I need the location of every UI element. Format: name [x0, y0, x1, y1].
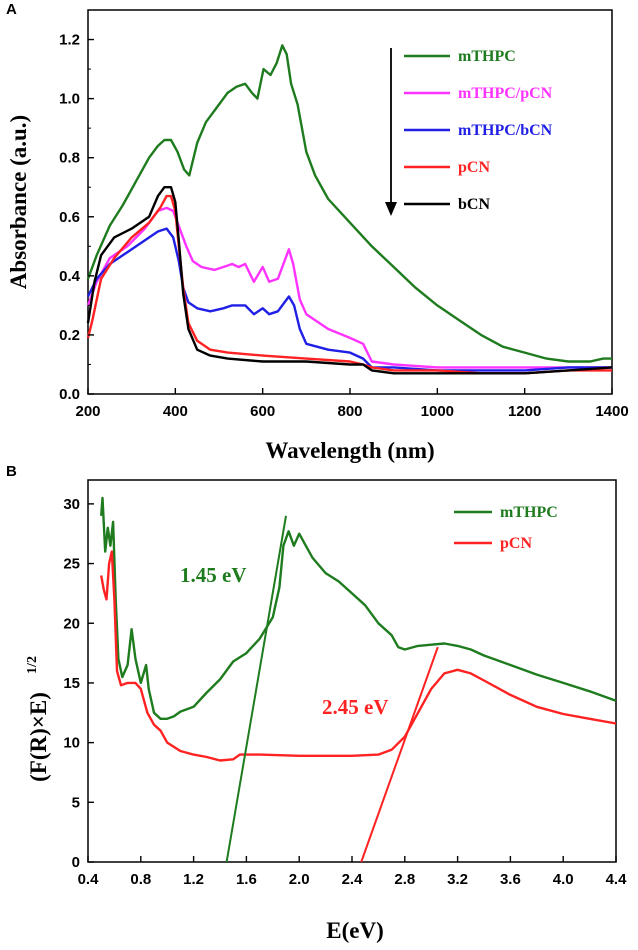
panel-a-y-ticks: 0.0 0.2 0.4 0.6 0.8 1.0 1.2	[59, 9, 94, 403]
panel-a-x-tick-label: 800	[337, 403, 362, 420]
panel-a-x-tick-label: 1400	[595, 403, 628, 420]
panel-a-x-ticks: 200 400 600 800 1000 1200 1400	[75, 388, 629, 420]
panel-b-y-axis-title: (F(R)×E)	[26, 692, 51, 782]
panel-a-legend: mTHPC mTHPC/pCN mTHPC/bCN pCN bCN	[404, 48, 553, 213]
panel-a-y-tick-label: 0.2	[59, 327, 80, 344]
panel-b-y-tick-label: 20	[63, 615, 80, 632]
panel-b-y-tick-label: 30	[63, 496, 80, 513]
panel-a-y-tick-label: 1.0	[59, 91, 80, 108]
panel-b-x-tick-label: 0.4	[78, 871, 100, 888]
panel-b-y-tick-label: 15	[63, 675, 80, 692]
panel-b-x-tick-label: 2.8	[394, 871, 415, 888]
panel-b-letter: B	[6, 463, 17, 480]
panel-a-x-tick-label: 600	[250, 403, 275, 420]
panel-b-y-tick-label: 25	[63, 556, 80, 573]
panel-a-x-axis-title: Wavelength (nm)	[265, 438, 434, 463]
legend-arrow-head-icon	[385, 202, 397, 216]
panel-a-y-tick-label: 0.4	[59, 268, 81, 285]
panel-a-legend-label-mthpc-bcn: mTHPC/bCN	[458, 122, 553, 139]
panel-a-series-bcn	[86, 186, 613, 375]
panel-a-letter: A	[6, 1, 17, 18]
panel-a-legend-label-mthpc-pcn: mTHPC/pCN	[458, 85, 553, 102]
panel-b-y-axis-superscript: 1/2	[25, 656, 40, 674]
panel-a-legend-label-pcn: pCN	[458, 159, 490, 176]
panel-a-series-mthpc-bcn	[86, 227, 612, 372]
panel-a-x-tick-label: 1000	[421, 403, 454, 420]
panel-b-x-tick-label: 3.2	[447, 871, 468, 888]
panel-b-x-tick-label: 4.0	[553, 871, 574, 888]
panel-a-series-mthpc	[86, 44, 612, 363]
panel-a-y-tick-label: 0.8	[59, 150, 80, 167]
annotation-bandgap-pcn: 2.45 eV	[322, 695, 389, 719]
panel-b-y-ticks: 0 5 10 15 20 25 30	[63, 496, 94, 871]
panel-b-series-pcn	[100, 550, 617, 762]
panel-b-y-tick-label: 10	[63, 735, 80, 752]
panel-b-legend-label-pcn: pCN	[500, 535, 532, 552]
panel-b-y-tick-label: 5	[72, 794, 80, 811]
panel-b-tangent-2-45-ev	[360, 646, 439, 863]
panel-b-x-tick-label: 1.2	[183, 871, 204, 888]
panel-b-legend: mTHPC pCN	[454, 504, 558, 552]
panel-a-y-tick-label: 0.6	[59, 209, 80, 226]
panel-b-x-tick-label: 1.6	[236, 871, 257, 888]
panel-a-frame	[87, 9, 613, 395]
panel-a-legend-label-mthpc: mTHPC	[458, 48, 516, 65]
panel-a-series-mthpc-pcn	[86, 206, 612, 369]
panel-b-x-ticks: 0.4 0.8 1.2 1.6 2.0 2.4 2.8 3.2 3.6 4.0 4.4	[78, 856, 628, 888]
panel-a: A 200 400 600 800 1000 1200 1400 0.00.20.40.60…	[6, 1, 629, 463]
panel-a-y-tick-label: 1.2	[59, 32, 80, 49]
panel-b: B 0.4 0.8 1.2 1.6 2.0 2.4 2.8 3.2 3.6 4.0 4.4 0 5 10…	[6, 463, 627, 943]
panel-b-x-tick-label: 0.8	[130, 871, 151, 888]
panel-b-tangent-1-45-ev	[225, 515, 287, 863]
panel-b-frame	[87, 479, 617, 863]
panel-b-series-mthpc	[100, 496, 617, 720]
panel-a-y-tick-label: 0.0	[59, 386, 80, 403]
panel-a-x-tick-label: 200	[75, 403, 100, 420]
panel-b-tangent-lines	[225, 515, 439, 863]
panel-b-x-axis-title: E(eV)	[326, 918, 383, 943]
panel-a-legend-label-bcn: bCN	[458, 196, 490, 213]
panel-a-y-axis-title: Absorbance (a.u.)	[6, 115, 31, 289]
annotation-bandgap-mthpc: 1.45 eV	[180, 563, 247, 587]
panel-b-y-tick-label: 0	[72, 854, 80, 871]
panel-b-legend-label-mthpc: mTHPC	[500, 504, 558, 521]
panel-a-x-tick-label: 1200	[508, 403, 541, 420]
panel-a-series-pcn	[86, 194, 612, 375]
panel-a-x-tick-label: 400	[163, 403, 188, 420]
panel-b-x-tick-label: 4.4	[606, 871, 628, 888]
panel-b-x-tick-label: 2.0	[289, 871, 310, 888]
panel-b-series	[100, 496, 617, 762]
panel-b-x-tick-label: 3.6	[500, 871, 521, 888]
panel-a-series	[86, 44, 613, 375]
panel-b-x-tick-label: 2.4	[342, 871, 364, 888]
